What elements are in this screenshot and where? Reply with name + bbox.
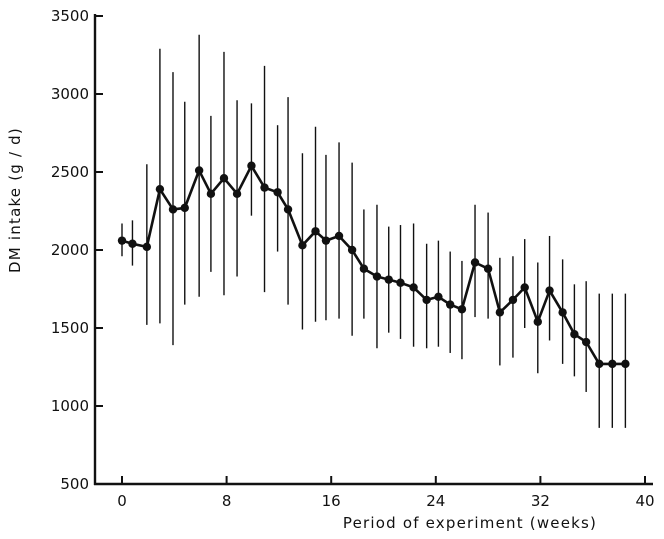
data-point — [247, 161, 256, 170]
x-tick-label: 16 — [322, 492, 341, 510]
y-tick-label: 500 — [60, 475, 89, 493]
data-point — [409, 283, 418, 292]
data-point — [155, 184, 165, 194]
data-point — [434, 292, 443, 301]
error-bars — [121, 34, 627, 428]
data-point — [321, 236, 331, 245]
data-point — [508, 295, 518, 305]
data-point — [359, 264, 369, 273]
data-point — [581, 337, 591, 347]
y-axis-ticks: 500 1000 1500 2000 2500 3000 3500 — [51, 7, 103, 493]
y-axis-label: DM intake (g / d) — [6, 127, 24, 273]
data-point — [520, 283, 529, 292]
data-point — [396, 278, 405, 287]
data-point — [372, 272, 382, 281]
data-point — [142, 242, 152, 252]
data-point — [311, 227, 320, 236]
y-tick-label: 2500 — [51, 163, 89, 181]
data-point — [608, 359, 617, 369]
y-tick-label: 3000 — [51, 85, 89, 103]
y-tick-label: 1500 — [51, 319, 89, 337]
data-point — [457, 305, 467, 314]
data-point — [273, 188, 282, 197]
x-tick-label: 24 — [426, 492, 445, 510]
data-point — [558, 308, 567, 317]
data-point — [168, 205, 178, 214]
data-point — [180, 203, 189, 213]
data-point — [545, 286, 554, 295]
data-point — [334, 231, 344, 241]
data-point — [117, 236, 127, 245]
data-point — [206, 189, 216, 199]
data-point — [298, 241, 307, 250]
data-point — [384, 275, 393, 284]
data-point — [595, 359, 604, 369]
x-axis-label: Period of experiment (weeks) — [343, 514, 597, 532]
data-point — [260, 183, 269, 192]
data-point — [533, 317, 542, 326]
x-tick-label: 40 — [635, 492, 654, 510]
data-point — [495, 308, 505, 317]
data-point — [621, 359, 630, 369]
data-point — [347, 245, 357, 255]
data-point — [232, 189, 242, 199]
data-point — [283, 205, 293, 214]
data-point — [219, 174, 229, 183]
data-point — [570, 330, 579, 339]
y-tick-label: 3500 — [51, 7, 89, 25]
y-tick-label: 2000 — [51, 241, 89, 259]
data-points — [117, 161, 630, 369]
data-point — [194, 166, 204, 175]
data-point — [445, 300, 455, 309]
y-tick-label: 1000 — [51, 397, 89, 415]
data-point — [483, 264, 493, 273]
x-tick-label: 8 — [222, 492, 232, 510]
data-point — [470, 258, 480, 267]
data-point — [128, 239, 137, 248]
x-axis-ticks: 0 8 16 24 32 40 — [117, 476, 655, 510]
x-tick-label: 0 — [117, 492, 127, 510]
x-tick-label: 32 — [531, 492, 550, 510]
data-point — [422, 295, 431, 305]
